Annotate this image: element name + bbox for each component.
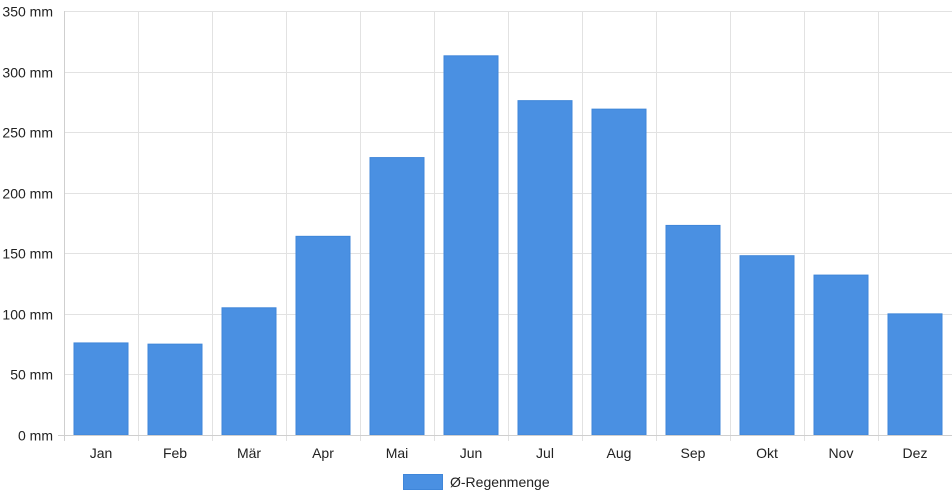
legend[interactable]: Ø-Regenmenge <box>403 473 550 491</box>
x-tick-label: Jul <box>536 445 554 461</box>
x-tick-label: Dez <box>903 445 928 461</box>
grid-lines <box>64 11 952 441</box>
legend-label: Ø-Regenmenge <box>450 474 550 490</box>
y-tick-label: 150 mm <box>2 246 53 262</box>
bar-okt[interactable] <box>739 255 795 436</box>
x-tick-label: Mai <box>386 445 409 461</box>
bar-feb[interactable] <box>147 343 203 436</box>
axes <box>58 11 952 441</box>
bar-dez[interactable] <box>887 313 943 436</box>
y-tick-labels: 0 mm 50 mm 100 mm 150 mm 200 mm 250 mm 300 mm 3… <box>2 4 53 444</box>
y-tick-label: 350 mm <box>2 4 53 20</box>
y-tick-label: 250 mm <box>2 125 53 141</box>
x-tick-label: Sep <box>681 445 706 461</box>
x-tick-label: Feb <box>163 445 187 461</box>
legend-swatch <box>403 474 443 490</box>
bars <box>73 55 943 436</box>
x-tick-label: Aug <box>607 445 632 461</box>
y-tick-label: 100 mm <box>2 307 53 323</box>
y-tick-label: 50 mm <box>10 367 53 383</box>
bar-apr[interactable] <box>295 235 351 436</box>
x-tick-labels: Jan Feb Mär Apr Mai Jun Jul Aug Sep Okt Nov Dez <box>90 445 928 461</box>
bar-mai[interactable] <box>369 157 425 436</box>
x-tick-label: Apr <box>312 445 334 461</box>
x-tick-label: Nov <box>829 445 854 461</box>
bar-jul[interactable] <box>517 100 573 436</box>
y-tick-label: 300 mm <box>2 65 53 81</box>
bar-aug[interactable] <box>591 108 647 436</box>
y-tick-label: 200 mm <box>2 186 53 202</box>
bar-nov[interactable] <box>813 274 869 436</box>
bar-jun[interactable] <box>443 55 499 436</box>
bar-jan[interactable] <box>73 342 129 436</box>
x-tick-label: Jan <box>90 445 113 461</box>
x-tick-label: Mär <box>237 445 261 461</box>
y-tick-label: 0 mm <box>18 428 53 444</box>
bar-mär[interactable] <box>221 307 277 436</box>
x-tick-label: Jun <box>460 445 483 461</box>
x-tick-label: Okt <box>756 445 778 461</box>
bar-sep[interactable] <box>665 224 721 436</box>
